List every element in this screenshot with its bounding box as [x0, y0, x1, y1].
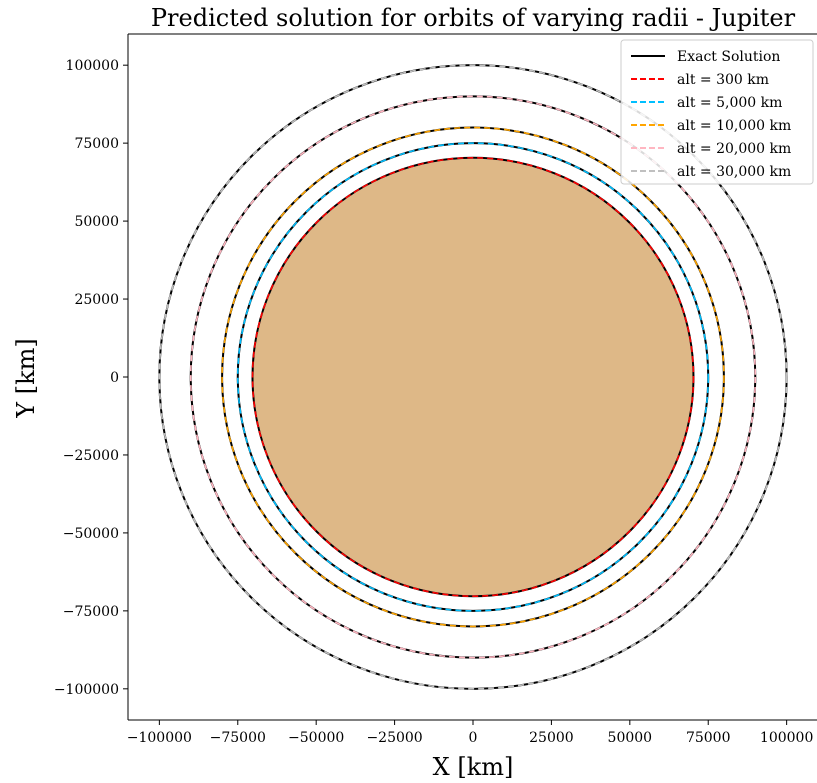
predicted-orbit-5	[158, 64, 788, 690]
x-tick-label: 25000	[529, 730, 574, 746]
x-axis-label: X [km]	[433, 753, 514, 781]
legend-label: alt = 300 km	[677, 72, 769, 88]
legend-label: alt = 5,000 km	[677, 95, 782, 111]
planet-disk	[253, 158, 693, 596]
predicted-orbit-3	[221, 126, 725, 628]
y-tick-label: 50000	[74, 214, 119, 230]
predicted-orbit-4	[189, 95, 757, 659]
y-tick-label: −50000	[63, 526, 119, 542]
chart-title: Predicted solution for orbits of varying…	[151, 4, 796, 32]
x-tick-label: −25000	[366, 730, 422, 746]
legend-label: alt = 20,000 km	[677, 141, 791, 157]
plot-content	[158, 64, 788, 690]
y-tick-label: 25000	[74, 292, 119, 308]
y-tick-label: −75000	[63, 604, 119, 620]
y-tick-label: 100000	[66, 58, 119, 74]
y-tick-label: −25000	[63, 448, 119, 464]
x-tick-label: 75000	[686, 730, 731, 746]
x-tick-label: 100000	[760, 730, 813, 746]
predicted-orbit-2	[236, 142, 710, 612]
legend-label: alt = 10,000 km	[677, 118, 791, 134]
legend: Exact Solution alt = 300 km alt = 5,000 km…	[620, 39, 814, 185]
legend-label: alt = 30,000 km	[677, 164, 791, 180]
legend-box	[620, 39, 814, 185]
y-tick-label: 0	[110, 370, 119, 386]
y-axis-label: Y [km]	[12, 338, 40, 419]
predicted-orbit-1	[251, 156, 695, 598]
x-tick-label: 0	[469, 730, 478, 746]
legend-label: Exact Solution	[677, 49, 780, 65]
y-tick-label: 75000	[74, 136, 119, 152]
x-tick-label: −50000	[288, 730, 344, 746]
plot-area: −100000 −75000 −50000 −25000 0 25000 50000 7500…	[54, 33, 817, 746]
x-tick-label: −75000	[210, 730, 266, 746]
x-tick-label: −100000	[127, 730, 192, 746]
x-tick-label: 50000	[608, 730, 653, 746]
y-tick-label: −100000	[54, 682, 119, 698]
